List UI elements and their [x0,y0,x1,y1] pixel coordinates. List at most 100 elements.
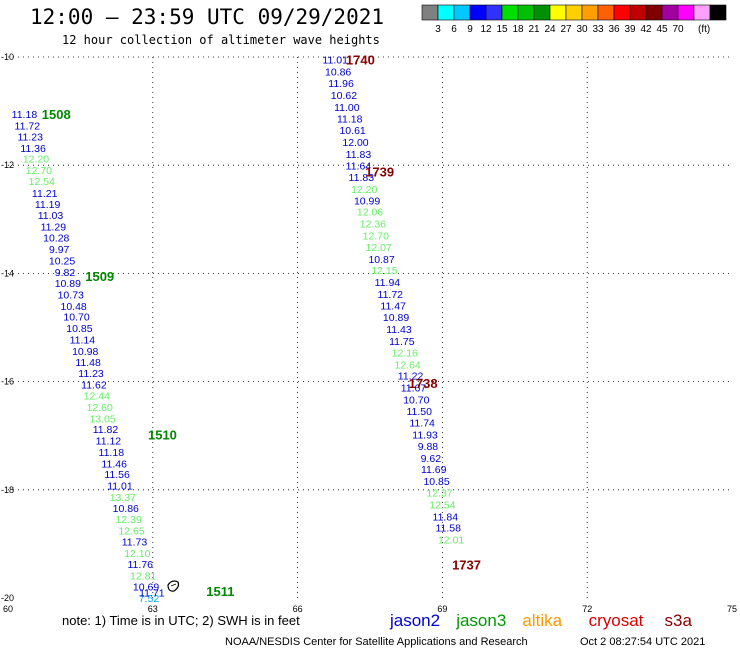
wave-height-label: 10.25 [49,255,75,267]
colorbar-label: 18 [512,24,524,35]
time-label: 1740 [346,53,375,68]
wave-height-label: 11.18 [99,447,125,459]
wave-height-label: 10.98 [72,346,98,358]
wave-height-label: 11.19 [35,199,61,211]
track-jason3: 11.1811.7211.2311.3612.2012.7012.5411.21… [12,109,165,605]
colorbar-label: 39 [624,24,636,35]
wave-height-label: 10.69 [133,582,159,594]
wave-height-label: 11.93 [412,430,438,442]
x-tick-label: 66 [293,604,303,614]
x-tick-label: 60 [3,604,13,614]
colorbar-swatch [613,4,631,21]
wave-height-label: 11.14 [70,334,96,346]
wave-height-label: 12.54 [29,176,55,188]
wave-height-label: 10.87 [368,254,394,266]
wave-height-label: 11.56 [104,469,130,481]
wave-height-label: 11.36 [20,143,46,155]
satellite-legend: jason2 jason3 altika cryosat s3a [389,611,692,630]
y-tick-label: -12 [1,160,14,170]
wave-height-label: 12.16 [392,347,418,359]
colorbar-unit: (ft) [698,24,710,35]
wave-height-label: 10.86 [325,67,351,79]
colorbar-swatch [677,4,695,21]
wave-height-label: 11.29 [41,221,67,233]
wave-height-label: 10.70 [63,312,89,324]
chart-axes: 60 63 66 69 72 75 -10 -12 -14 -16 -18 -20 [1,52,737,614]
wave-height-label: 11.01 [107,480,133,492]
colorbar-swatch [549,4,567,21]
wave-height-label: 13.37 [110,492,136,504]
colorbar-label: 36 [608,24,620,35]
wave-height-label: 10.70 [403,394,429,406]
wave-height-label: 11.72 [378,289,404,301]
wave-height-label: 10.89 [383,312,409,324]
x-tick-label: 69 [437,604,447,614]
colorbar-label: 27 [560,24,572,35]
y-tick-label: -14 [1,268,14,278]
colorbar-swatch [693,4,711,21]
wave-height-label: 11.82 [93,424,119,436]
colorbar-swatch [469,4,487,21]
colorbar-swatch [709,4,727,21]
wave-height-label: 7.52 [139,593,160,605]
wave-height-label: 11.47 [380,300,406,312]
wave-height-label: 12.15 [371,265,397,277]
chart-grid [8,56,732,598]
colorbar-label: 24 [544,24,556,35]
page-title: 12:00 – 23:59 UTC 09/29/2021 [30,5,385,29]
wave-height-label: 11.84 [433,511,459,523]
colorbar-label: 12 [480,24,492,35]
colorbar-swatch [661,4,679,21]
wave-height-label: 11.64 [346,161,372,173]
wave-height-label: 12.70 [26,165,52,177]
wave-height-label: 12.39 [116,514,142,526]
wave-height-label: 11.23 [17,132,43,144]
footer-note: note: 1) Time is in UTC; 2) SWH is in fe… [62,613,300,628]
time-label: 1508 [42,107,71,122]
colorbar-swatch [501,4,519,21]
wave-height-label: 12.06 [357,207,383,219]
wave-height-label: 11.83 [346,149,372,161]
colorbar-swatch [421,4,439,21]
colorbar-swatch [645,4,663,21]
y-tick-label: -20 [1,593,14,603]
time-label: 1511 [206,584,234,599]
colorbar-label: 15 [496,24,508,35]
legend-entry-jason2: jason2 [389,611,440,630]
x-tick-label: 63 [148,604,158,614]
wave-height-label: 12.44 [84,391,110,403]
wave-height-label: 12.01 [438,535,464,547]
colorbar-swatch [597,4,615,21]
wave-height-label: 12.07 [366,242,392,254]
wave-height-label: 9.88 [418,441,439,453]
time-labels: 1508 1509 1510 1511 1740 1739 1738 1737 [42,53,481,599]
time-label: 1510 [148,428,177,443]
colorbar-label: 33 [592,24,604,35]
wave-height-label: 11.73 [122,537,148,549]
time-label: 1509 [85,269,114,284]
chart-footer: note: 1) Time is in UTC; 2) SWH is in fe… [62,611,705,648]
y-tick-label: -18 [1,485,14,495]
wave-height-label: 11.74 [409,418,435,430]
footer-timestamp: Oct 2 08:27:54 UTC 2021 [580,636,705,648]
y-tick-label: -16 [1,377,14,387]
page-subtitle: 12 hour collection of altimeter wave hei… [62,33,380,47]
wave-height-label: 12.81 [130,570,156,582]
wave-height-label: 9.97 [49,244,70,256]
colorbar-swatch [453,4,471,21]
wave-height-label: 11.01 [322,55,348,67]
wave-height-label: 11.21 [32,188,58,200]
colorbar-swatch [629,4,647,21]
wave-height-label: 11.43 [386,324,412,336]
wave-height-label: 11.50 [406,406,432,418]
track-s3a: 11.0110.8611.9610.6211.0011.1810.6112.00… [322,55,464,547]
wave-height-label: 10.28 [43,233,69,245]
colorbar-label: 45 [656,24,668,35]
wave-height-label: 10.85 [66,323,92,335]
wave-height-label: 12.20 [23,154,49,166]
colorbar-swatch [437,4,455,21]
wave-height-label: 10.99 [354,195,380,207]
time-label: 1738 [409,376,438,391]
wave-height-label: 13.05 [89,413,115,425]
